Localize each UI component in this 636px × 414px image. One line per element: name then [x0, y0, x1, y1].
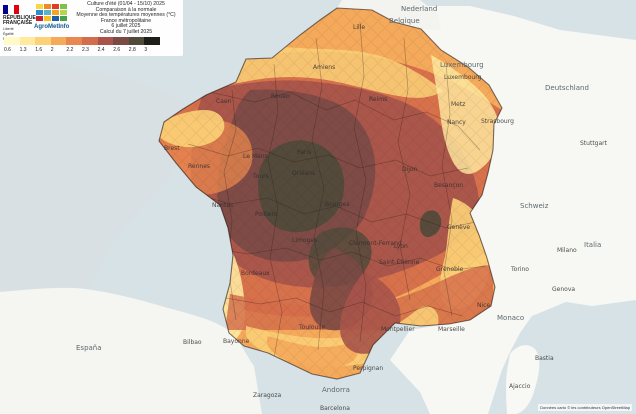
country-label-italy: Italia — [584, 241, 602, 249]
city-label-bourges: Bourges — [325, 201, 350, 208]
belgium-landmass — [337, 0, 441, 30]
legend-swatch-1 — [19, 37, 36, 45]
legend-swatch-5 — [81, 37, 98, 45]
motto-egalite: Égalité — [3, 32, 14, 36]
city-label-barcelona: Barcelona — [320, 405, 350, 412]
city-label-torino: Torino — [511, 266, 529, 273]
city-label-marseille: Marseille — [438, 326, 465, 333]
legend-swatch-4 — [66, 37, 82, 45]
city-label-genova: Genova — [552, 286, 576, 293]
legend-tick-2: 1.6 — [35, 47, 43, 53]
city-label-nantes: Nantes — [212, 202, 234, 209]
spain-landmass — [0, 287, 262, 414]
city-label-rennes: Rennes — [188, 163, 211, 170]
motto-liberte: Liberté — [3, 27, 14, 31]
legend-swatch-9 — [144, 37, 160, 45]
country-label-belgium: Belgique — [389, 17, 420, 25]
corsica-landmass — [506, 345, 540, 414]
city-label-amiens: Amiens — [313, 64, 336, 71]
city-label-zaragoza: Zaragoza — [253, 392, 282, 399]
city-label-montpellier: Montpellier — [381, 326, 415, 333]
legend-swatch-2 — [35, 37, 51, 45]
city-label-rouen: Rouen — [271, 93, 290, 100]
republique-label-1: RÉPUBLIQUE — [3, 15, 36, 21]
color-legend: 0.6 1.3 1.6 2 2.2 2.3 2.4 2.6 2.8 3 — [0, 35, 183, 56]
legend-tick-1: 1.3 — [19, 47, 27, 53]
legend-tick-5: 2.3 — [82, 47, 89, 53]
republique-label-2: FRANÇAISE — [3, 20, 33, 26]
legend-tick-8: 2.8 — [128, 47, 136, 53]
agrometinfo-brand: AgroMetInfo — [34, 24, 70, 30]
city-label-strasbourg: Strasbourg — [481, 118, 514, 125]
title-line-6: Calcul du 7 juillet 2025 — [99, 28, 153, 35]
city-label-reims: Reims — [369, 96, 388, 103]
title-line-5: 6 juillet 2025 — [111, 23, 141, 30]
city-label-toulouse: Toulouse — [299, 324, 326, 331]
city-label-ajaccio: Ajaccio — [509, 383, 531, 390]
legend-tick-7: 2.6 — [113, 47, 121, 53]
country-label-netherlands: Nederland — [401, 5, 438, 13]
city-label-lyon: Lyon — [394, 243, 408, 250]
city-label-bayonne: Bayonne — [223, 338, 250, 345]
city-label-geneve: Genève — [447, 224, 471, 231]
title-line-4: France métropolitaine — [100, 17, 152, 24]
city-label-stuttgart: Stuttgart — [580, 140, 607, 147]
city-label-saint-etienne: Saint-Étienne — [379, 259, 420, 266]
legend-tick-6: 2.4 — [97, 47, 105, 53]
city-label-bordeaux: Bordeaux — [241, 270, 270, 277]
city-label-orleans: Orléans — [292, 170, 316, 177]
city-label-limoges: Limoges — [292, 237, 318, 244]
country-label-andorra: Andorra — [322, 386, 350, 394]
city-label-nice: Nice — [477, 302, 491, 309]
city-label-milano: Milano — [557, 247, 577, 254]
city-label-caen: Caen — [216, 98, 232, 105]
agrometinfo-logo — [34, 4, 72, 34]
title-line-2: Comparaison à la normale — [95, 6, 157, 13]
country-label-germany: Deutschland — [545, 84, 589, 92]
city-label-bastia: Bastia — [535, 355, 554, 362]
city-label-poitiers: Poitiers — [255, 211, 278, 218]
legend-swatch-7 — [113, 37, 129, 45]
city-label-besancon: Besançon — [434, 182, 464, 189]
legend-swatch-6 — [97, 37, 114, 45]
agrometinfo-grid-icon — [36, 4, 72, 21]
title-line-3: Moyenne des températures moyennes (°C) — [76, 12, 176, 19]
country-label-monaco: Monaco — [497, 314, 525, 322]
legend-tick-3: 2 — [50, 47, 54, 53]
bay-of-biscay — [0, 52, 197, 330]
city-label-tours: Tours — [253, 173, 269, 180]
map-title-block: Culture d'été (01/04 - 15/10) 2025 Compa… — [70, 1, 182, 36]
legend-tick-4: 2.2 — [66, 47, 74, 53]
map-header-panel: RÉPUBLIQUE FRANÇAISE Liberté Égalité Fra… — [0, 0, 183, 56]
legend-tick-9: 3 — [144, 47, 148, 53]
city-label-grenoble: Grenoble — [436, 266, 464, 273]
title-line-1: Culture d'été (01/04 - 15/10) 2025 — [87, 1, 165, 7]
city-label-le-mans: Le Mans — [243, 153, 268, 160]
city-label-luxembourg: Luxembourg — [444, 74, 482, 81]
city-label-perpignan: Perpignan — [353, 365, 384, 372]
city-label-brest: Brest — [164, 145, 180, 152]
city-label-metz: Metz — [451, 101, 466, 108]
map-attribution[interactable]: Données carto © les contributeurs OpenSt… — [538, 404, 632, 411]
legend-color-bar — [4, 37, 160, 45]
city-label-bilbao: Bilbao — [183, 339, 202, 346]
country-label-luxembourg: Luxembourg — [440, 61, 484, 69]
city-label-paris: Paris — [297, 149, 312, 156]
neighbouring-countries-east — [390, 6, 636, 414]
legend-tick-0: 0.6 — [4, 47, 11, 53]
legend-swatch-0 — [4, 37, 20, 45]
country-label-spain: España — [76, 344, 102, 352]
city-label-dijon: Dijon — [402, 166, 418, 173]
city-label-nancy: Nancy — [447, 119, 466, 126]
french-flag-icon — [3, 5, 19, 14]
city-label-lille: Lille — [353, 24, 366, 31]
country-label-switzerland: Schweiz — [520, 202, 549, 210]
city-label-clermont-ferrand: Clermont-Ferrand — [349, 240, 402, 247]
legend-swatch-3 — [50, 37, 67, 45]
legend-swatch-8 — [128, 37, 145, 45]
